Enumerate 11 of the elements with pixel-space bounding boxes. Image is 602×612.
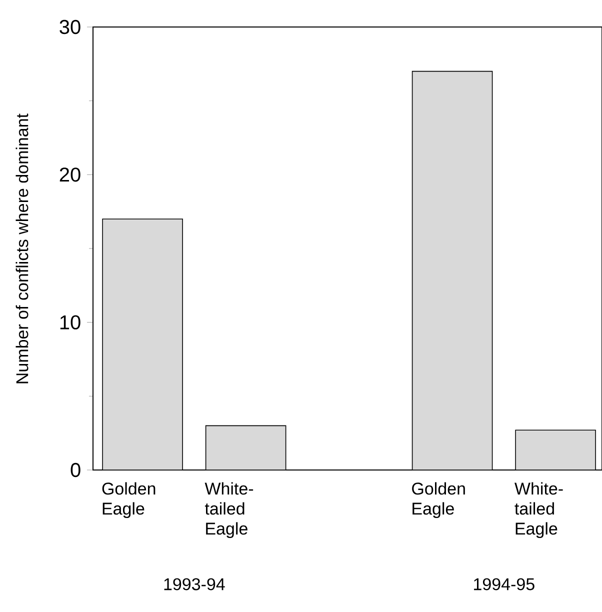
x-tick-label: White-tailed Eagle [514, 482, 563, 538]
x-tick-label: White-tailed Eagle [204, 482, 254, 538]
x-tick-label: Golden Eagle [412, 482, 465, 518]
y-tick-label: 10 [60, 315, 80, 330]
y-axis-title: Number of conflicts where dominant [16, 114, 28, 384]
y-tick-label: 20 [60, 168, 80, 182]
text: 1993-94 [164, 578, 225, 590]
x-tick-label: Golden Eagle [102, 482, 156, 518]
text: 1994-95 [474, 578, 534, 590]
y-tick-label: 0 [70, 462, 80, 478]
y-tick-label: 30 [60, 20, 80, 34]
